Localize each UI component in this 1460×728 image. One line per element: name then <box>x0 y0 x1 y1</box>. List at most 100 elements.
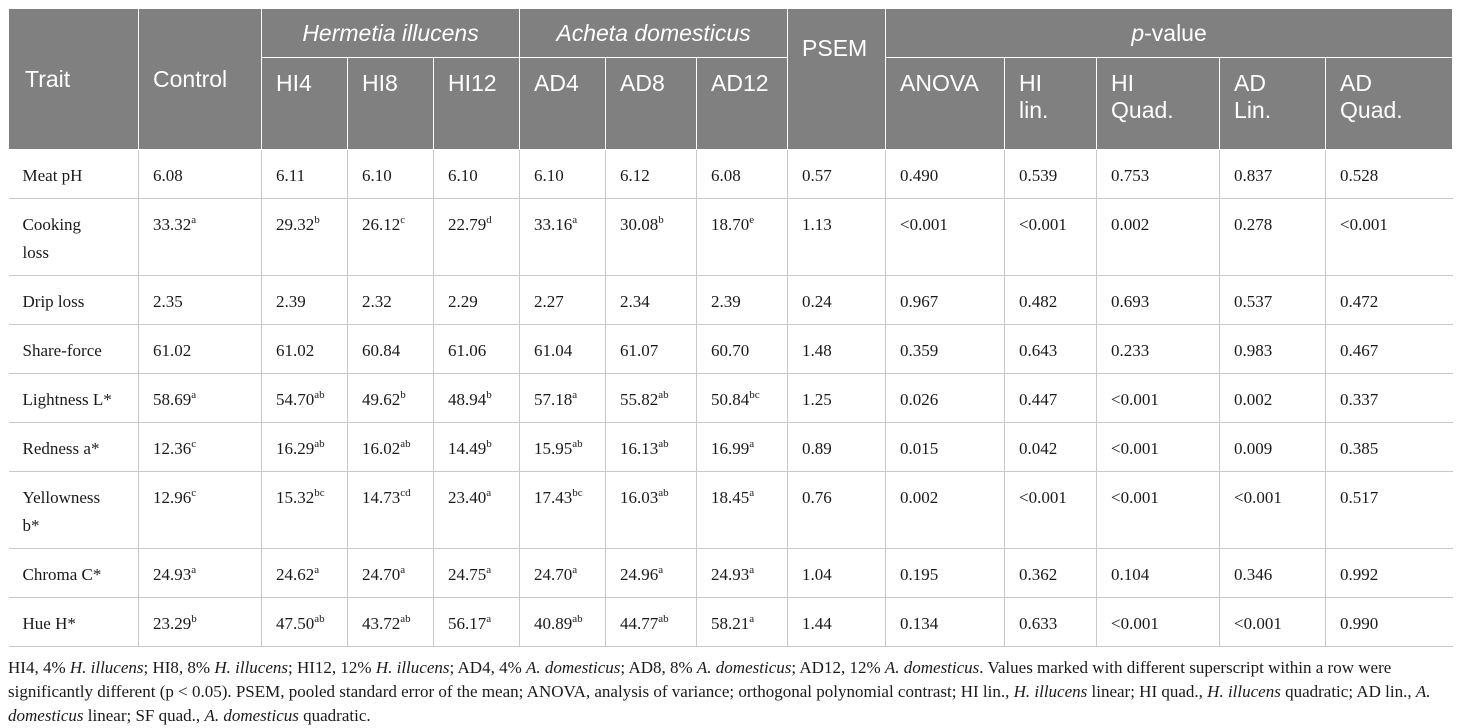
cell-value: 30.08 <box>620 215 659 234</box>
cell-value: 57.18 <box>534 390 573 409</box>
cell-ad8: 24.96a <box>605 548 698 598</box>
cell-hi-lin: 0.042 <box>1004 422 1098 472</box>
note-species: A. domesticus <box>696 658 792 677</box>
trait-label: b* <box>22 516 40 535</box>
table-row: Lightness L* 58.69a 54.70ab 49.62b 48.94b 57.… <box>8 373 1453 423</box>
cell-ad4: 57.18a <box>519 373 607 423</box>
cell-hi8: 2.32 <box>347 275 434 325</box>
cell-hi-quad: 0.693 <box>1096 275 1221 325</box>
cell-value: 2.39 <box>711 292 741 311</box>
trait-label: Yellowness <box>22 488 101 507</box>
cell-hi8: 26.12c <box>347 198 434 276</box>
cell-control: 6.08 <box>138 149 262 199</box>
cell-control: 61.02 <box>138 324 262 374</box>
cell-anova: 0.359 <box>885 324 1006 374</box>
header-control: Control <box>138 8 262 150</box>
significance-superscript: ab <box>314 613 325 625</box>
cell-value: 24.62 <box>276 565 315 584</box>
cell-control: 33.32a <box>138 198 262 276</box>
cell-value: 44.77 <box>620 614 659 633</box>
header-pvalue: p-value <box>885 8 1454 58</box>
cell-ad12: 50.84bc <box>696 373 789 423</box>
cell-hi12: 22.79d <box>432 198 521 276</box>
table-row: Share-force 61.02 61.02 60.84 61.06 61.04 61.0… <box>8 324 1453 374</box>
meat-quality-table: Trait Control Hermetia illucens Acheta d… <box>8 8 1454 647</box>
trait-label: Hue H* <box>22 614 76 633</box>
cell-hi4: 6.11 <box>261 149 348 199</box>
cell-trait: Cooking loss <box>8 198 139 276</box>
cell-value: 24.70 <box>534 565 573 584</box>
significance-superscript: bc <box>572 487 583 499</box>
cell-hi12: 56.17a <box>432 597 521 647</box>
note-text: linear; HI quad., <box>1087 682 1208 701</box>
cell-value: 16.02 <box>362 439 401 458</box>
trait-label: Cooking <box>22 215 82 234</box>
significance-superscript: ab <box>658 487 669 499</box>
cell-hi12: 24.75a <box>432 548 521 598</box>
cell-value: 60.84 <box>362 341 401 360</box>
cell-value: 61.02 <box>153 341 192 360</box>
cell-ad-quad: <0.001 <box>1325 198 1453 276</box>
cell-value: 23.40 <box>448 488 487 507</box>
cell-control: 2.35 <box>138 275 262 325</box>
cell-psem: 0.89 <box>787 422 887 472</box>
cell-psem: 0.24 <box>787 275 887 325</box>
cell-ad12: 16.99a <box>696 422 789 472</box>
cell-ad12: 18.70e <box>696 198 789 276</box>
cell-ad8: 44.77ab <box>605 597 698 647</box>
header-hi-lin: HI lin. <box>1004 57 1098 150</box>
cell-ad-lin: <0.001 <box>1219 597 1327 647</box>
cell-ad-lin: 0.983 <box>1219 324 1327 374</box>
cell-psem: 1.04 <box>787 548 887 598</box>
cell-ad-quad: 0.385 <box>1325 422 1453 472</box>
note-species: H. illucens <box>1013 682 1088 701</box>
header-ad-quad-line1: AD <box>1340 70 1372 96</box>
header-anova: ANOVA <box>885 57 1006 150</box>
cell-value: 60.70 <box>711 341 750 360</box>
header-ad-lin-line1: AD <box>1234 70 1266 96</box>
header-group-hermetia: Hermetia illucens <box>260 8 521 58</box>
cell-ad4: 40.89ab <box>519 597 607 647</box>
cell-ad8: 16.13ab <box>605 422 698 472</box>
cell-anova: 0.002 <box>885 471 1006 549</box>
cell-value: 40.89 <box>534 614 573 633</box>
cell-ad4: 61.04 <box>519 324 607 374</box>
cell-anova: 0.967 <box>885 275 1006 325</box>
header-ad12: AD12 <box>696 57 789 150</box>
cell-value: 16.29 <box>276 439 315 458</box>
cell-ad12: 2.39 <box>696 275 789 325</box>
cell-hi12: 48.94b <box>432 373 521 423</box>
cell-hi4: 16.29ab <box>261 422 348 472</box>
significance-superscript: a <box>486 564 492 576</box>
significance-superscript: ab <box>314 389 325 401</box>
cell-ad12: 60.70 <box>696 324 789 374</box>
cell-value: 47.50 <box>276 614 315 633</box>
cell-hi12: 23.40a <box>432 471 521 549</box>
cell-trait: Drip loss <box>8 275 139 325</box>
cell-hi-lin: 0.633 <box>1004 597 1098 647</box>
significance-superscript: a <box>314 564 320 576</box>
significance-superscript: a <box>658 564 664 576</box>
cell-ad-lin: 0.002 <box>1219 373 1327 423</box>
cell-ad12: 24.93a <box>696 548 789 598</box>
cell-value: 16.99 <box>711 439 750 458</box>
cell-psem: 1.48 <box>787 324 887 374</box>
significance-superscript: ab <box>400 613 411 625</box>
cell-control: 23.29b <box>138 597 262 647</box>
cell-hi8: 14.73cd <box>347 471 434 549</box>
table-footnote: HI4, 4% H. illucens; HI8, 8% H. illucens… <box>8 656 1452 728</box>
header-hi-quad-line2: Quad. <box>1111 97 1174 123</box>
significance-superscript: c <box>191 438 197 450</box>
cell-value: 58.69 <box>153 390 192 409</box>
header-group-acheta: Acheta domesticus <box>519 8 789 58</box>
significance-superscript: ab <box>314 438 325 450</box>
cell-psem: 1.25 <box>787 373 887 423</box>
cell-hi-lin: 0.447 <box>1004 373 1098 423</box>
cell-ad-quad: 0.990 <box>1325 597 1453 647</box>
cell-ad-lin: 0.009 <box>1219 422 1327 472</box>
cell-ad-lin: 0.278 <box>1219 198 1327 276</box>
note-species: A. domesticus <box>204 706 299 725</box>
cell-value: 6.10 <box>534 166 564 185</box>
cell-trait: Redness a* <box>8 422 139 472</box>
note-text: HI4, 4% <box>8 658 70 677</box>
